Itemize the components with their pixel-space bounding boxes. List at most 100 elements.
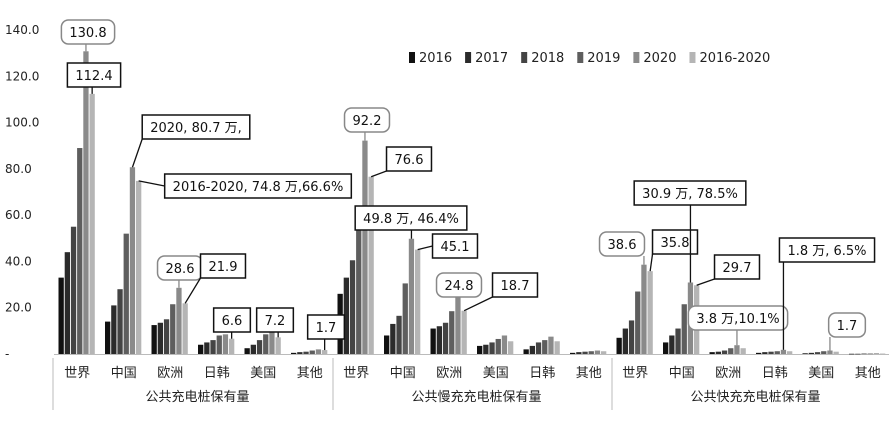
bar [808, 352, 814, 354]
bar [70, 226, 77, 354]
group-label: 公共充电桩保有量 [145, 389, 249, 405]
bar [576, 352, 582, 354]
bar [309, 350, 315, 354]
bar [390, 323, 396, 354]
data-callout: 1.7 [827, 312, 867, 338]
bar [362, 140, 368, 354]
bar [356, 210, 362, 354]
category-label: 欧洲 [157, 366, 183, 381]
bar [111, 305, 117, 354]
bar [641, 264, 647, 354]
bar [322, 350, 328, 354]
y-tick-label: 140.0 [5, 23, 39, 37]
bar [297, 352, 303, 354]
leader-line [131, 138, 143, 168]
data-label: 1.8 万, 6.5% [787, 244, 866, 259]
y-tick-label: 60.0 [5, 208, 32, 222]
bar [588, 351, 594, 354]
bar [210, 340, 216, 354]
y-tick-label: 120.0 [5, 69, 39, 83]
legend-label: 2017 [475, 51, 508, 66]
bar [157, 322, 163, 354]
data-label: 21.9 [209, 260, 238, 275]
data-callout: 2020, 80.7 万, [141, 114, 251, 140]
bar [275, 337, 281, 354]
category-label: 日韩 [204, 366, 230, 381]
leader-line [138, 180, 165, 187]
bar [263, 334, 269, 354]
bar [787, 351, 793, 354]
data-label: 49.8 万, 46.4% [363, 212, 459, 227]
legend-swatch [465, 52, 472, 63]
bar [867, 353, 873, 355]
category-label: 美国 [483, 366, 509, 381]
bar [449, 311, 455, 354]
category-label: 世界 [64, 366, 90, 381]
data-callout: 2016-2020, 74.8 万,66.6% [163, 173, 353, 199]
label-box [306, 314, 346, 340]
bar [849, 353, 855, 355]
bar [58, 277, 64, 354]
data-label: 92.2 [353, 114, 382, 129]
bar [523, 349, 529, 354]
legend-swatch [633, 52, 640, 63]
bar [442, 322, 449, 354]
bar [855, 353, 861, 355]
data-label: 38.6 [608, 238, 637, 253]
label-box [255, 307, 295, 333]
legend-label: 2020 [643, 51, 676, 66]
data-label: 76.6 [395, 153, 424, 168]
bar [384, 335, 390, 354]
bar [461, 310, 467, 354]
leader-line [184, 277, 202, 304]
data-label: 130.8 [69, 26, 106, 41]
bar [250, 344, 256, 354]
bar [105, 321, 111, 354]
data-label: 3.8 万,10.1% [696, 312, 779, 327]
legend-label: 2016 [419, 51, 452, 66]
data-label: 45.1 [441, 240, 470, 255]
bar [136, 180, 142, 354]
bar [123, 233, 129, 354]
label-box [199, 253, 247, 279]
bar [129, 167, 136, 354]
legend-swatch [521, 52, 528, 63]
bar [780, 349, 787, 354]
category-label: 欧洲 [436, 366, 462, 381]
data-label: 29.7 [723, 261, 752, 276]
bar [303, 351, 309, 354]
bar [802, 353, 808, 354]
bar [601, 351, 607, 354]
bar [768, 351, 774, 354]
data-callout: 92.2 [343, 107, 391, 133]
label-box [141, 114, 251, 140]
bar [663, 342, 669, 354]
bar [315, 349, 322, 354]
label-box [60, 19, 116, 45]
label-box [66, 62, 122, 88]
bar [117, 289, 123, 354]
bar [477, 345, 483, 354]
label-box [827, 312, 867, 338]
y-tick-label: 20.0 [5, 301, 32, 315]
bar [430, 328, 436, 354]
leader-line [370, 170, 387, 178]
bar [349, 260, 356, 354]
label-box [431, 233, 479, 259]
category-label: 中国 [111, 366, 137, 381]
y-tick-label: - [5, 347, 9, 361]
bar [821, 351, 827, 354]
bar [594, 350, 601, 354]
bar [681, 304, 687, 354]
bar [176, 287, 182, 354]
category-label: 欧洲 [715, 366, 741, 381]
bar [436, 326, 442, 354]
category-label: 美国 [250, 366, 276, 381]
bar [582, 351, 588, 354]
legend-swatch [577, 52, 584, 63]
bar [182, 303, 188, 354]
bar [833, 351, 839, 354]
category-label: 美国 [808, 366, 834, 381]
label-box [778, 237, 876, 263]
